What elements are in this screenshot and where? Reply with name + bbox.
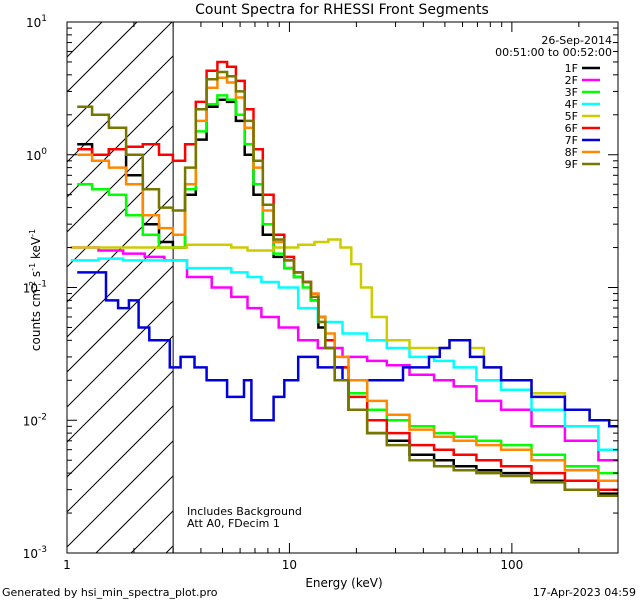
y-tick-label: 10-3 — [23, 545, 47, 561]
hatch-lines — [66, 21, 174, 554]
legend-label-7f: 7F — [565, 134, 578, 147]
x-tick-label: 100 — [500, 558, 523, 572]
x-tick-label: 10 — [282, 558, 297, 572]
date-label: 26-Sep-2014 — [541, 34, 612, 47]
footer-timestamp: 17-Apr-2023 04:59 — [533, 586, 636, 599]
legend-label-8f: 8F — [565, 146, 578, 159]
x-axis-label: Energy (keV) — [305, 576, 382, 590]
x-tick-label: 1 — [63, 558, 71, 572]
legend-label-2f: 2F — [565, 74, 578, 87]
legend-label-1f: 1F — [565, 62, 578, 75]
footer-generator: Generated by hsi_min_spectra_plot.pro — [2, 586, 218, 599]
legend-label-4f: 4F — [565, 98, 578, 111]
legend-label-3f: 3F — [565, 86, 578, 99]
y-tick-label: 10-1 — [23, 280, 47, 296]
axis-ticks — [66, 21, 619, 554]
series-line-7f — [77, 271, 618, 428]
chart-title: Count Spectra for RHESSI Front Segments — [195, 2, 489, 18]
legend-label-6f: 6F — [565, 122, 578, 135]
legend-label-9f: 9F — [565, 158, 578, 171]
legend-label-5f: 5F — [565, 110, 578, 123]
series-line-1f — [77, 98, 618, 495]
excluded-energy-region — [66, 21, 174, 554]
attenuator-note: Att A0, FDecim 1 — [187, 517, 280, 530]
background-note: Includes Background — [187, 505, 302, 518]
series-line-4f — [70, 257, 618, 451]
y-tick-label: 10-2 — [23, 412, 47, 428]
series-group — [70, 60, 618, 497]
series-line-6f — [77, 60, 618, 491]
y-tick-label: 101 — [26, 14, 47, 30]
time-range-label: 00:51:00 to 00:52:00 — [495, 46, 612, 59]
x-tick-labels: 1 10 100 — [63, 558, 523, 572]
series-line-9f — [77, 70, 618, 497]
y-tick-label: 100 — [26, 147, 47, 163]
y-axis-label: counts cm-2 s-1 keV-1 — [28, 229, 43, 351]
y-tick-labels: 10-3 10-2 10-1 100 101 — [23, 14, 48, 561]
series-line-3f — [77, 94, 618, 475]
